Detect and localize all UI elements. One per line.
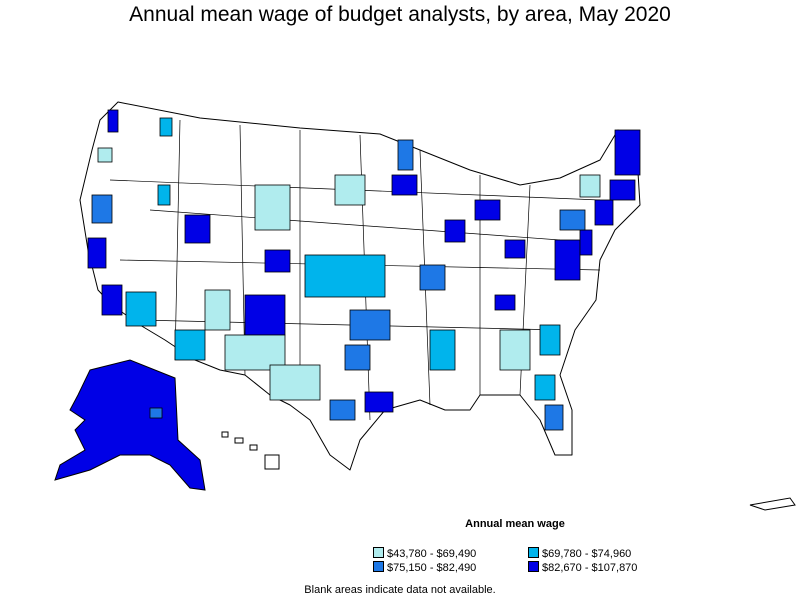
legend-swatch-tier2 xyxy=(528,547,539,558)
area-ca-4 xyxy=(125,291,157,327)
legend-swatch-tier4 xyxy=(528,561,539,572)
data-availability-note: Blank areas indicate data not available. xyxy=(304,584,496,596)
area-mi-1 xyxy=(474,199,501,221)
area-oh-1 xyxy=(504,239,526,259)
area-fl-1 xyxy=(534,374,556,401)
area-il-1 xyxy=(444,219,466,243)
area-ca-1 xyxy=(91,194,113,224)
area-mn-2 xyxy=(397,139,414,171)
area-mn-1 xyxy=(391,174,418,196)
area-ut-1 xyxy=(184,214,211,244)
legend-swatch-tier3 xyxy=(373,561,384,572)
area-vt-1 xyxy=(579,174,601,198)
alaska-area-2 xyxy=(149,407,163,419)
area-va-1 xyxy=(554,239,581,281)
legend-swatch-tier1 xyxy=(373,547,384,558)
alaska xyxy=(54,359,206,491)
area-az-1 xyxy=(174,329,206,361)
area-mo-1 xyxy=(419,264,446,291)
area-ks-1 xyxy=(304,254,386,298)
area-nv-1 xyxy=(157,184,171,206)
area-ny-1 xyxy=(594,199,614,226)
legend-label-tier1: $43,780 - $69,490 xyxy=(387,548,477,560)
area-ma-1 xyxy=(609,179,636,201)
legend-label-tier3: $75,150 - $82,490 xyxy=(387,562,477,574)
area-al-1 xyxy=(429,329,456,371)
area-or-1 xyxy=(97,147,113,163)
area-wa-1 xyxy=(107,109,119,133)
legend-title: Annual mean wage xyxy=(465,518,565,530)
area-sc-1 xyxy=(539,324,561,356)
area-nm-1 xyxy=(244,294,286,336)
area-nd-1 xyxy=(334,174,366,206)
puerto-rico xyxy=(749,497,796,511)
area-wa-2 xyxy=(159,117,173,137)
area-ok-1 xyxy=(349,309,391,341)
area-fl-2 xyxy=(544,404,564,431)
area-tx-3 xyxy=(364,391,394,413)
area-az-2 xyxy=(204,289,231,331)
area-tx-1 xyxy=(269,364,321,401)
area-md-1 xyxy=(579,229,593,256)
legend-label-tier4: $82,670 - $107,870 xyxy=(542,562,638,574)
legend-item-tier2: $69,780 - $74,960 xyxy=(528,547,631,561)
hawaii xyxy=(221,431,280,470)
area-me-1 xyxy=(614,129,641,176)
area-co-1 xyxy=(264,249,291,273)
area-nm-2 xyxy=(224,334,286,371)
area-ca-3 xyxy=(101,284,123,316)
area-tx-2 xyxy=(344,344,371,371)
area-tn-1 xyxy=(494,294,516,311)
area-ga-1 xyxy=(499,329,531,371)
area-ca-2 xyxy=(87,237,107,269)
area-tx-4 xyxy=(329,399,356,421)
area-pa-1 xyxy=(559,209,586,231)
area-wy-1 xyxy=(254,184,291,231)
legend-label-tier2: $69,780 - $74,960 xyxy=(542,548,632,560)
map-title: Annual mean wage of budget analysts, by … xyxy=(129,3,671,26)
legend-item-tier3: $75,150 - $82,490 xyxy=(373,561,476,575)
legend-item-tier1: $43,780 - $69,490 xyxy=(373,547,476,561)
legend-item-tier4: $82,670 - $107,870 xyxy=(528,561,637,575)
